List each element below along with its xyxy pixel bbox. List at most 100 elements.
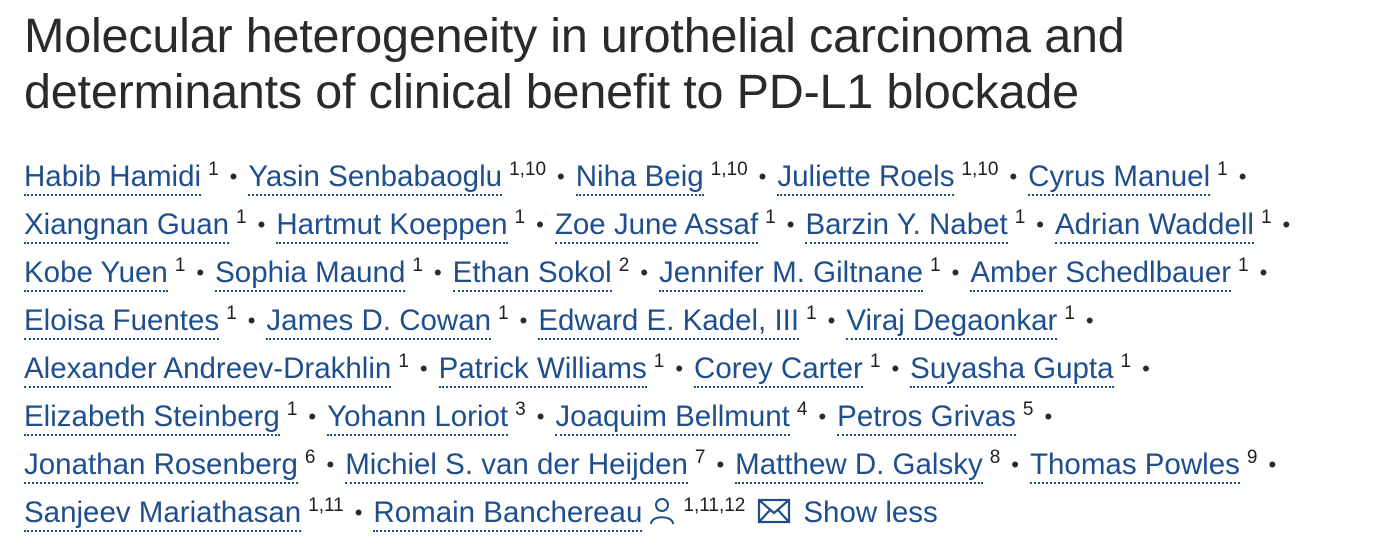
author-name-link[interactable]: Ethan Sokol: [452, 256, 612, 292]
author-separator: •: [247, 308, 256, 333]
author-name-link[interactable]: Alexander Andreev-Drakhlin: [24, 352, 392, 388]
author-separator: •: [519, 308, 528, 333]
author-separator: •: [419, 356, 428, 381]
author-name-link[interactable]: Jennifer M. Giltnane: [659, 256, 924, 292]
author-name-link[interactable]: Hartmut Koeppen: [276, 208, 508, 244]
affiliation-ref[interactable]: 1: [1120, 351, 1132, 372]
affiliation-ref[interactable]: 1,10: [509, 159, 547, 180]
affiliation-ref[interactable]: 1: [1217, 159, 1228, 180]
affiliation-ref[interactable]: 3: [515, 399, 526, 420]
author-name-link[interactable]: Sanjeev Mariathasan: [24, 496, 302, 532]
author-name-link[interactable]: Petros Grivas: [837, 400, 1016, 436]
author-name-link[interactable]: Barzin Y. Nabet: [805, 208, 1008, 244]
author-name-link[interactable]: Patrick Williams: [438, 352, 647, 388]
affiliation-ref[interactable]: 1: [1260, 207, 1272, 228]
affiliation-ref[interactable]: 1: [1064, 303, 1075, 324]
author-name-link[interactable]: Kobe Yuen: [24, 256, 168, 292]
author-separator: •: [640, 260, 649, 285]
affiliation-ref[interactable]: 1: [236, 207, 247, 228]
affiliation-ref[interactable]: 1: [412, 255, 423, 276]
affiliation-ref[interactable]: 6: [304, 447, 316, 468]
author-separator: •: [827, 308, 836, 333]
author-name-link[interactable]: Xiangnan Guan: [24, 208, 230, 244]
author-name-link[interactable]: Michiel S. van der Heijden: [345, 448, 688, 484]
author-name-link[interactable]: Yasin Senbabaoglu: [248, 160, 503, 196]
mail-icon[interactable]: [757, 491, 791, 524]
author: Hartmut Koeppen 1: [276, 207, 526, 244]
author-separator: •: [326, 452, 335, 477]
author-separator: •: [433, 260, 442, 285]
author: Barzin Y. Nabet 1: [805, 207, 1026, 244]
affiliation-ref[interactable]: 1,10: [710, 159, 748, 180]
affiliation-ref[interactable]: 5: [1022, 399, 1034, 420]
affiliation-ref[interactable]: 1: [930, 255, 941, 276]
author-name-link[interactable]: Amber Schedlbauer: [970, 256, 1232, 292]
author: Edward E. Kadel, III 1: [538, 303, 817, 340]
affiliation-ref[interactable]: 4: [796, 399, 808, 420]
author-name-link[interactable]: Matthew D. Galsky: [735, 448, 983, 484]
affiliation-ref[interactable]: 7: [694, 447, 706, 468]
author-separator: •: [308, 404, 317, 429]
author-separator: •: [536, 212, 544, 237]
affiliation-ref[interactable]: 1: [806, 303, 817, 324]
show-less-button[interactable]: Show less: [803, 496, 938, 529]
author-name-link[interactable]: Joaquim Bellmunt: [555, 400, 790, 436]
affiliation-ref[interactable]: 1: [514, 207, 526, 228]
author: Yohann Loriot 3: [327, 399, 526, 436]
author: Patrick Williams 1: [438, 351, 665, 388]
author-name-link[interactable]: Cyrus Manuel: [1028, 160, 1211, 196]
author-separator: •: [536, 404, 545, 429]
affiliation-ref[interactable]: 1,11,12: [683, 495, 746, 516]
affiliation-ref[interactable]: 1: [869, 351, 881, 372]
author-separator: •: [1044, 404, 1053, 429]
affiliation-ref[interactable]: 8: [989, 447, 1001, 468]
affiliation-ref[interactable]: 1: [208, 159, 219, 180]
article-title-line-2: determinants of clinical benefit to PD-L…: [24, 65, 1079, 119]
author: Jonathan Rosenberg 6: [24, 447, 316, 484]
author-name-link[interactable]: Juliette Roels: [777, 160, 955, 196]
affiliation-ref[interactable]: 1: [286, 399, 298, 420]
affiliation-ref[interactable]: 1: [174, 255, 186, 276]
author: Yasin Senbabaoglu 1,10: [248, 159, 547, 196]
author-name-link[interactable]: Edward E. Kadel, III: [538, 304, 800, 340]
affiliation-ref[interactable]: 2: [618, 255, 630, 276]
affiliation-ref[interactable]: 1: [498, 303, 509, 324]
author-separator: •: [818, 404, 827, 429]
affiliation-ref[interactable]: 9: [1246, 447, 1258, 468]
author-name-link[interactable]: Jonathan Rosenberg: [24, 448, 298, 484]
author-name-link[interactable]: Elizabeth Steinberg: [24, 400, 280, 436]
person-icon[interactable]: [648, 493, 676, 525]
affiliation-ref[interactable]: 1: [226, 303, 237, 324]
affiliation-ref[interactable]: 1: [1238, 255, 1249, 276]
author-name-link[interactable]: James D. Cowan: [266, 304, 492, 340]
author-name-link[interactable]: Romain Banchereau: [373, 496, 643, 532]
affiliation-ref[interactable]: 1,10: [961, 159, 999, 180]
author: Romain Banchereau 1,11,12: [373, 493, 746, 532]
author-name-link[interactable]: Viraj Degaonkar: [846, 304, 1058, 340]
author: Michiel S. van der Heijden 7: [345, 447, 706, 484]
author: Suyasha Gupta 1: [910, 351, 1132, 388]
affiliation-ref[interactable]: 1: [765, 207, 776, 228]
author-name-link[interactable]: Thomas Powles: [1030, 448, 1240, 484]
author-separator: •: [891, 356, 900, 381]
author-name-link[interactable]: Zoe June Assaf: [554, 208, 759, 244]
author: Niha Beig 1,10: [575, 159, 748, 196]
author: Joaquim Bellmunt 4: [555, 399, 808, 436]
author-name-link[interactable]: Yohann Loriot: [327, 400, 509, 436]
author-line: Eloisa Fuentes 1 • James D. Cowan 1 • Edward E…: [24, 290, 1376, 340]
article-title: Molecular heterogeneity in urothelial ca…: [24, 8, 1376, 120]
affiliation-ref[interactable]: 1: [398, 351, 409, 372]
author-name-link[interactable]: Sophia Maund: [215, 256, 406, 292]
author-separator: •: [1142, 356, 1150, 381]
affiliation-ref[interactable]: 1,11: [308, 495, 344, 516]
author-name-link[interactable]: Suyasha Gupta: [910, 352, 1114, 388]
author-name-link[interactable]: Adrian Waddell: [1055, 208, 1254, 244]
affiliation-ref[interactable]: 1: [1014, 207, 1026, 228]
author-name-link[interactable]: Corey Carter: [694, 352, 863, 388]
author-line: Elizabeth Steinberg 1 • Yohann Loriot 3 • Joaq…: [24, 386, 1376, 436]
author-name-link[interactable]: Niha Beig: [575, 160, 704, 196]
author-name-link[interactable]: Eloisa Fuentes: [24, 304, 220, 340]
affiliation-ref[interactable]: 1: [653, 351, 665, 372]
author-separator: •: [716, 452, 725, 477]
author-name-link[interactable]: Habib Hamidi: [24, 160, 202, 196]
